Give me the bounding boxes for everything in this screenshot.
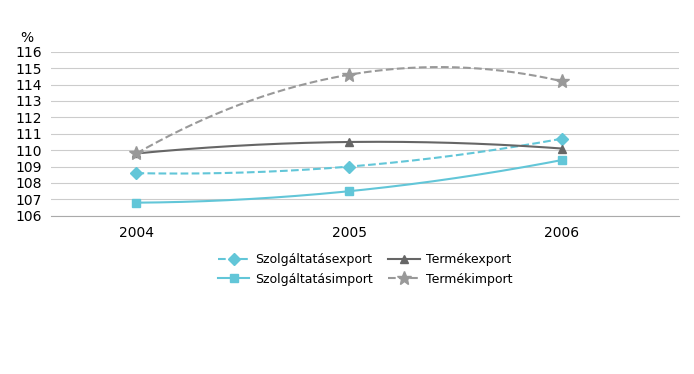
Text: %: % bbox=[20, 31, 33, 45]
Legend: Szolgáltatásexport, Szolgáltatásimport, Termékexport, Termékimport: Szolgáltatásexport, Szolgáltatásimport, … bbox=[213, 248, 517, 291]
